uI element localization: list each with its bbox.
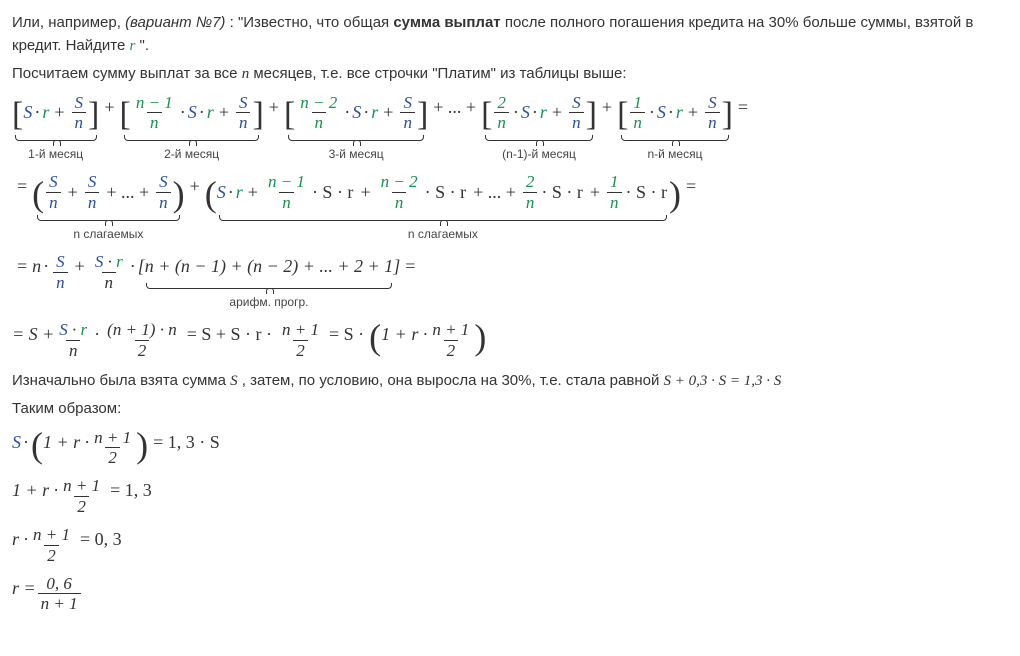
var-r: r: [130, 38, 136, 54]
var-n: n: [242, 66, 250, 82]
term-month-3: [ n − 2n ·S·r + Sn ] 3-й месяц: [284, 94, 428, 164]
term-month-n-1: [ 2n ·S·r + Sn ] (n-1)-й месяц: [481, 94, 597, 164]
para-3: Изначально была взята сумма S , затем, п…: [12, 370, 1008, 393]
eq-line-3: = n· Sn + S · rn · [n + (n − 1) + (n − 2…: [12, 253, 1008, 311]
term-month-n: [ 1n ·S·r + Sn ] n-й месяц: [617, 94, 733, 164]
t: месяцев, т.е. все строчки "Платим" из та…: [253, 65, 626, 82]
eq-line-8: r = 0, 6n + 1: [12, 575, 1008, 614]
para-4: Таким образом:: [12, 398, 1008, 421]
bold-phrase: сумма выплат: [393, 14, 500, 31]
eq-line-1: [ S·r + Sn ] 1-й месяц + [ n − 1n ·S·r +…: [12, 94, 1008, 164]
term-month-1: [ S·r + Sn ] 1-й месяц: [12, 94, 99, 164]
eq-line-5: S· ( 1 + r · n + 12 ) = 1, 3 · S: [12, 429, 1008, 468]
eq-line-2: = ( Sn + Sn + ... + Sn ) n слагаемых + (…: [12, 173, 1008, 243]
eq-line-6: 1 + r · n + 12 = 1, 3: [12, 477, 1008, 516]
eq-line-4: = S + S · rn · (n + 1) · n2 = S + S · r …: [12, 321, 1008, 360]
arith-progr: [n + (n − 1) + (n − 2) + ... + 2 + 1] ар…: [138, 253, 401, 311]
t: Посчитаем сумму выплат за все: [12, 65, 242, 82]
t: ".: [140, 37, 150, 54]
intro-1: Или, например, (вариант №7) : "Известно,…: [12, 12, 1008, 57]
t: : "Известно, что общая: [230, 14, 394, 31]
variant: (вариант №7): [125, 14, 225, 31]
intro-2: Посчитаем сумму выплат за все n месяцев,…: [12, 63, 1008, 86]
group-Sr: ( S·r + n − 1n · S · r + n − 2n · S · r …: [205, 173, 681, 243]
eq-line-7: r · n + 12 = 0, 3: [12, 526, 1008, 565]
group-Sn: ( Sn + Sn + ... + Sn ) n слагаемых: [32, 173, 184, 243]
t: Или, например,: [12, 14, 125, 31]
term-month-2: [ n − 1n ·S·r + Sn ] 2-й месяц: [119, 94, 263, 164]
